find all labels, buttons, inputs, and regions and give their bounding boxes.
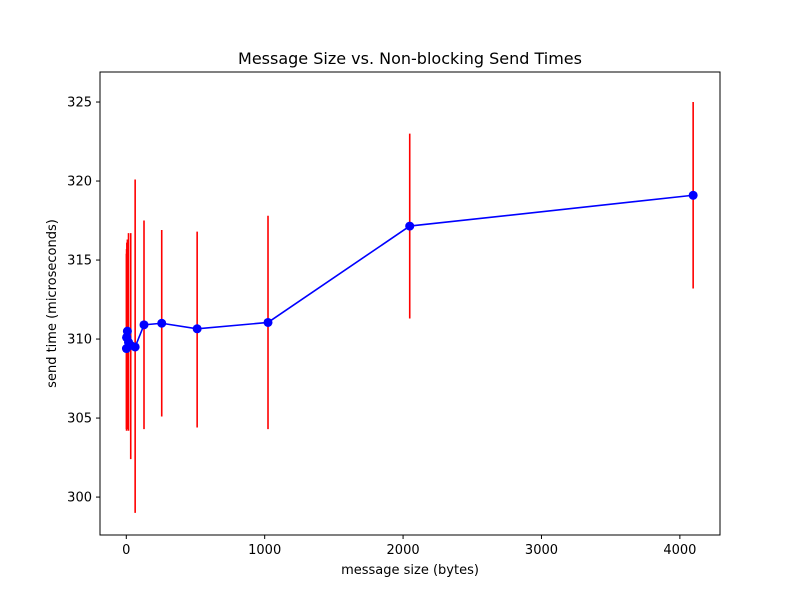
- x-tick-label: 1000: [248, 543, 281, 558]
- axes-frame: [99, 71, 721, 536]
- data-point: [405, 221, 415, 231]
- x-axis-label: message size (bytes): [341, 563, 479, 578]
- plot-area: [121, 102, 698, 513]
- y-tick-label: 310: [67, 333, 92, 348]
- x-tick-label: 0: [122, 543, 130, 558]
- chart-title: Message Size vs. Non-blocking Send Times: [238, 49, 582, 68]
- data-point: [122, 326, 132, 336]
- y-axis-label: send time (microseconds): [45, 219, 60, 388]
- y-tick-label: 315: [67, 254, 92, 269]
- axis-ticks: 0 1000 2000 3000 4000 300 305 310 315 320 325: [67, 96, 696, 558]
- y-tick-label: 325: [67, 96, 92, 111]
- data-point: [688, 190, 698, 200]
- data-point: [263, 317, 273, 327]
- y-tick-label: 300: [67, 491, 92, 506]
- data-point: [157, 318, 167, 328]
- data-point: [130, 342, 140, 352]
- x-tick-label: 3000: [525, 543, 558, 558]
- data-point: [139, 320, 149, 330]
- y-tick-label: 305: [67, 412, 92, 427]
- y-tick-label: 320: [67, 175, 92, 190]
- x-tick-label: 4000: [663, 543, 696, 558]
- x-tick-label: 2000: [387, 543, 420, 558]
- data-point: [192, 324, 202, 334]
